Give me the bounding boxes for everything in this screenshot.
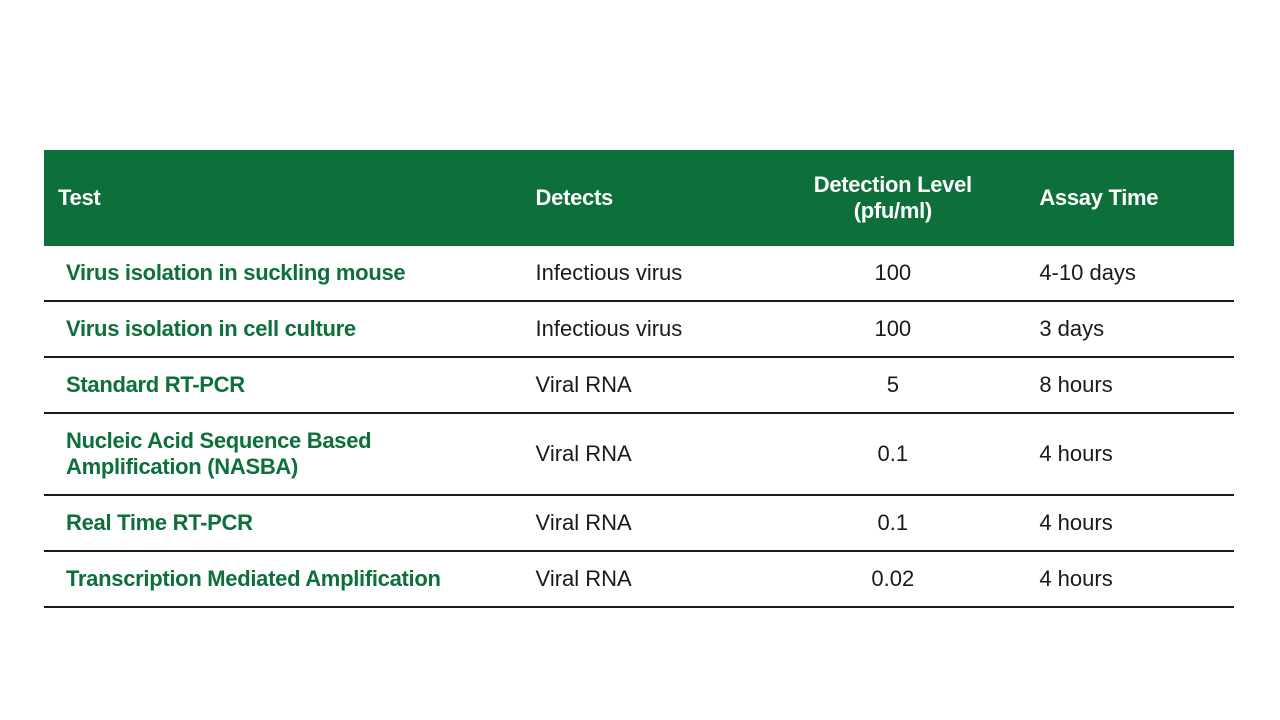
cell-level: 0.1 xyxy=(760,495,1025,551)
cell-detect: Viral RNA xyxy=(522,551,761,607)
cell-time: 3 days xyxy=(1025,301,1234,357)
cell-level: 0.02 xyxy=(760,551,1025,607)
table-row: Virus isolation in cell culture Infectio… xyxy=(44,301,1234,357)
cell-level: 100 xyxy=(760,301,1025,357)
cell-detect: Infectious virus xyxy=(522,301,761,357)
col-header-time: Assay Time xyxy=(1025,150,1234,246)
cell-level: 100 xyxy=(760,246,1025,301)
cell-detect: Infectious virus xyxy=(522,246,761,301)
col-header-detect: Detects xyxy=(522,150,761,246)
table-row: Standard RT-PCR Viral RNA 5 8 hours xyxy=(44,357,1234,413)
cell-test: Standard RT-PCR xyxy=(44,357,522,413)
table-body: Virus isolation in suckling mouse Infect… xyxy=(44,246,1234,607)
cell-time: 4 hours xyxy=(1025,413,1234,495)
cell-test: Nucleic Acid Sequence Based Amplificatio… xyxy=(44,413,522,495)
assay-table-container: Test Detects Detection Level (pfu/ml) As… xyxy=(44,150,1234,608)
cell-test: Transcription Mediated Amplification xyxy=(44,551,522,607)
cell-detect: Viral RNA xyxy=(522,495,761,551)
cell-test: Virus isolation in suckling mouse xyxy=(44,246,522,301)
cell-time: 4 hours xyxy=(1025,551,1234,607)
table-row: Nucleic Acid Sequence Based Amplificatio… xyxy=(44,413,1234,495)
cell-test: Real Time RT-PCR xyxy=(44,495,522,551)
table-row: Real Time RT-PCR Viral RNA 0.1 4 hours xyxy=(44,495,1234,551)
cell-detect: Viral RNA xyxy=(522,357,761,413)
cell-test: Virus isolation in cell culture xyxy=(44,301,522,357)
col-header-level: Detection Level (pfu/ml) xyxy=(760,150,1025,246)
col-header-test: Test xyxy=(44,150,522,246)
cell-time: 4-10 days xyxy=(1025,246,1234,301)
assay-table: Test Detects Detection Level (pfu/ml) As… xyxy=(44,150,1234,608)
cell-time: 8 hours xyxy=(1025,357,1234,413)
cell-detect: Viral RNA xyxy=(522,413,761,495)
table-header: Test Detects Detection Level (pfu/ml) As… xyxy=(44,150,1234,246)
table-row: Transcription Mediated Amplification Vir… xyxy=(44,551,1234,607)
cell-time: 4 hours xyxy=(1025,495,1234,551)
cell-level: 0.1 xyxy=(760,413,1025,495)
table-row: Virus isolation in suckling mouse Infect… xyxy=(44,246,1234,301)
cell-level: 5 xyxy=(760,357,1025,413)
